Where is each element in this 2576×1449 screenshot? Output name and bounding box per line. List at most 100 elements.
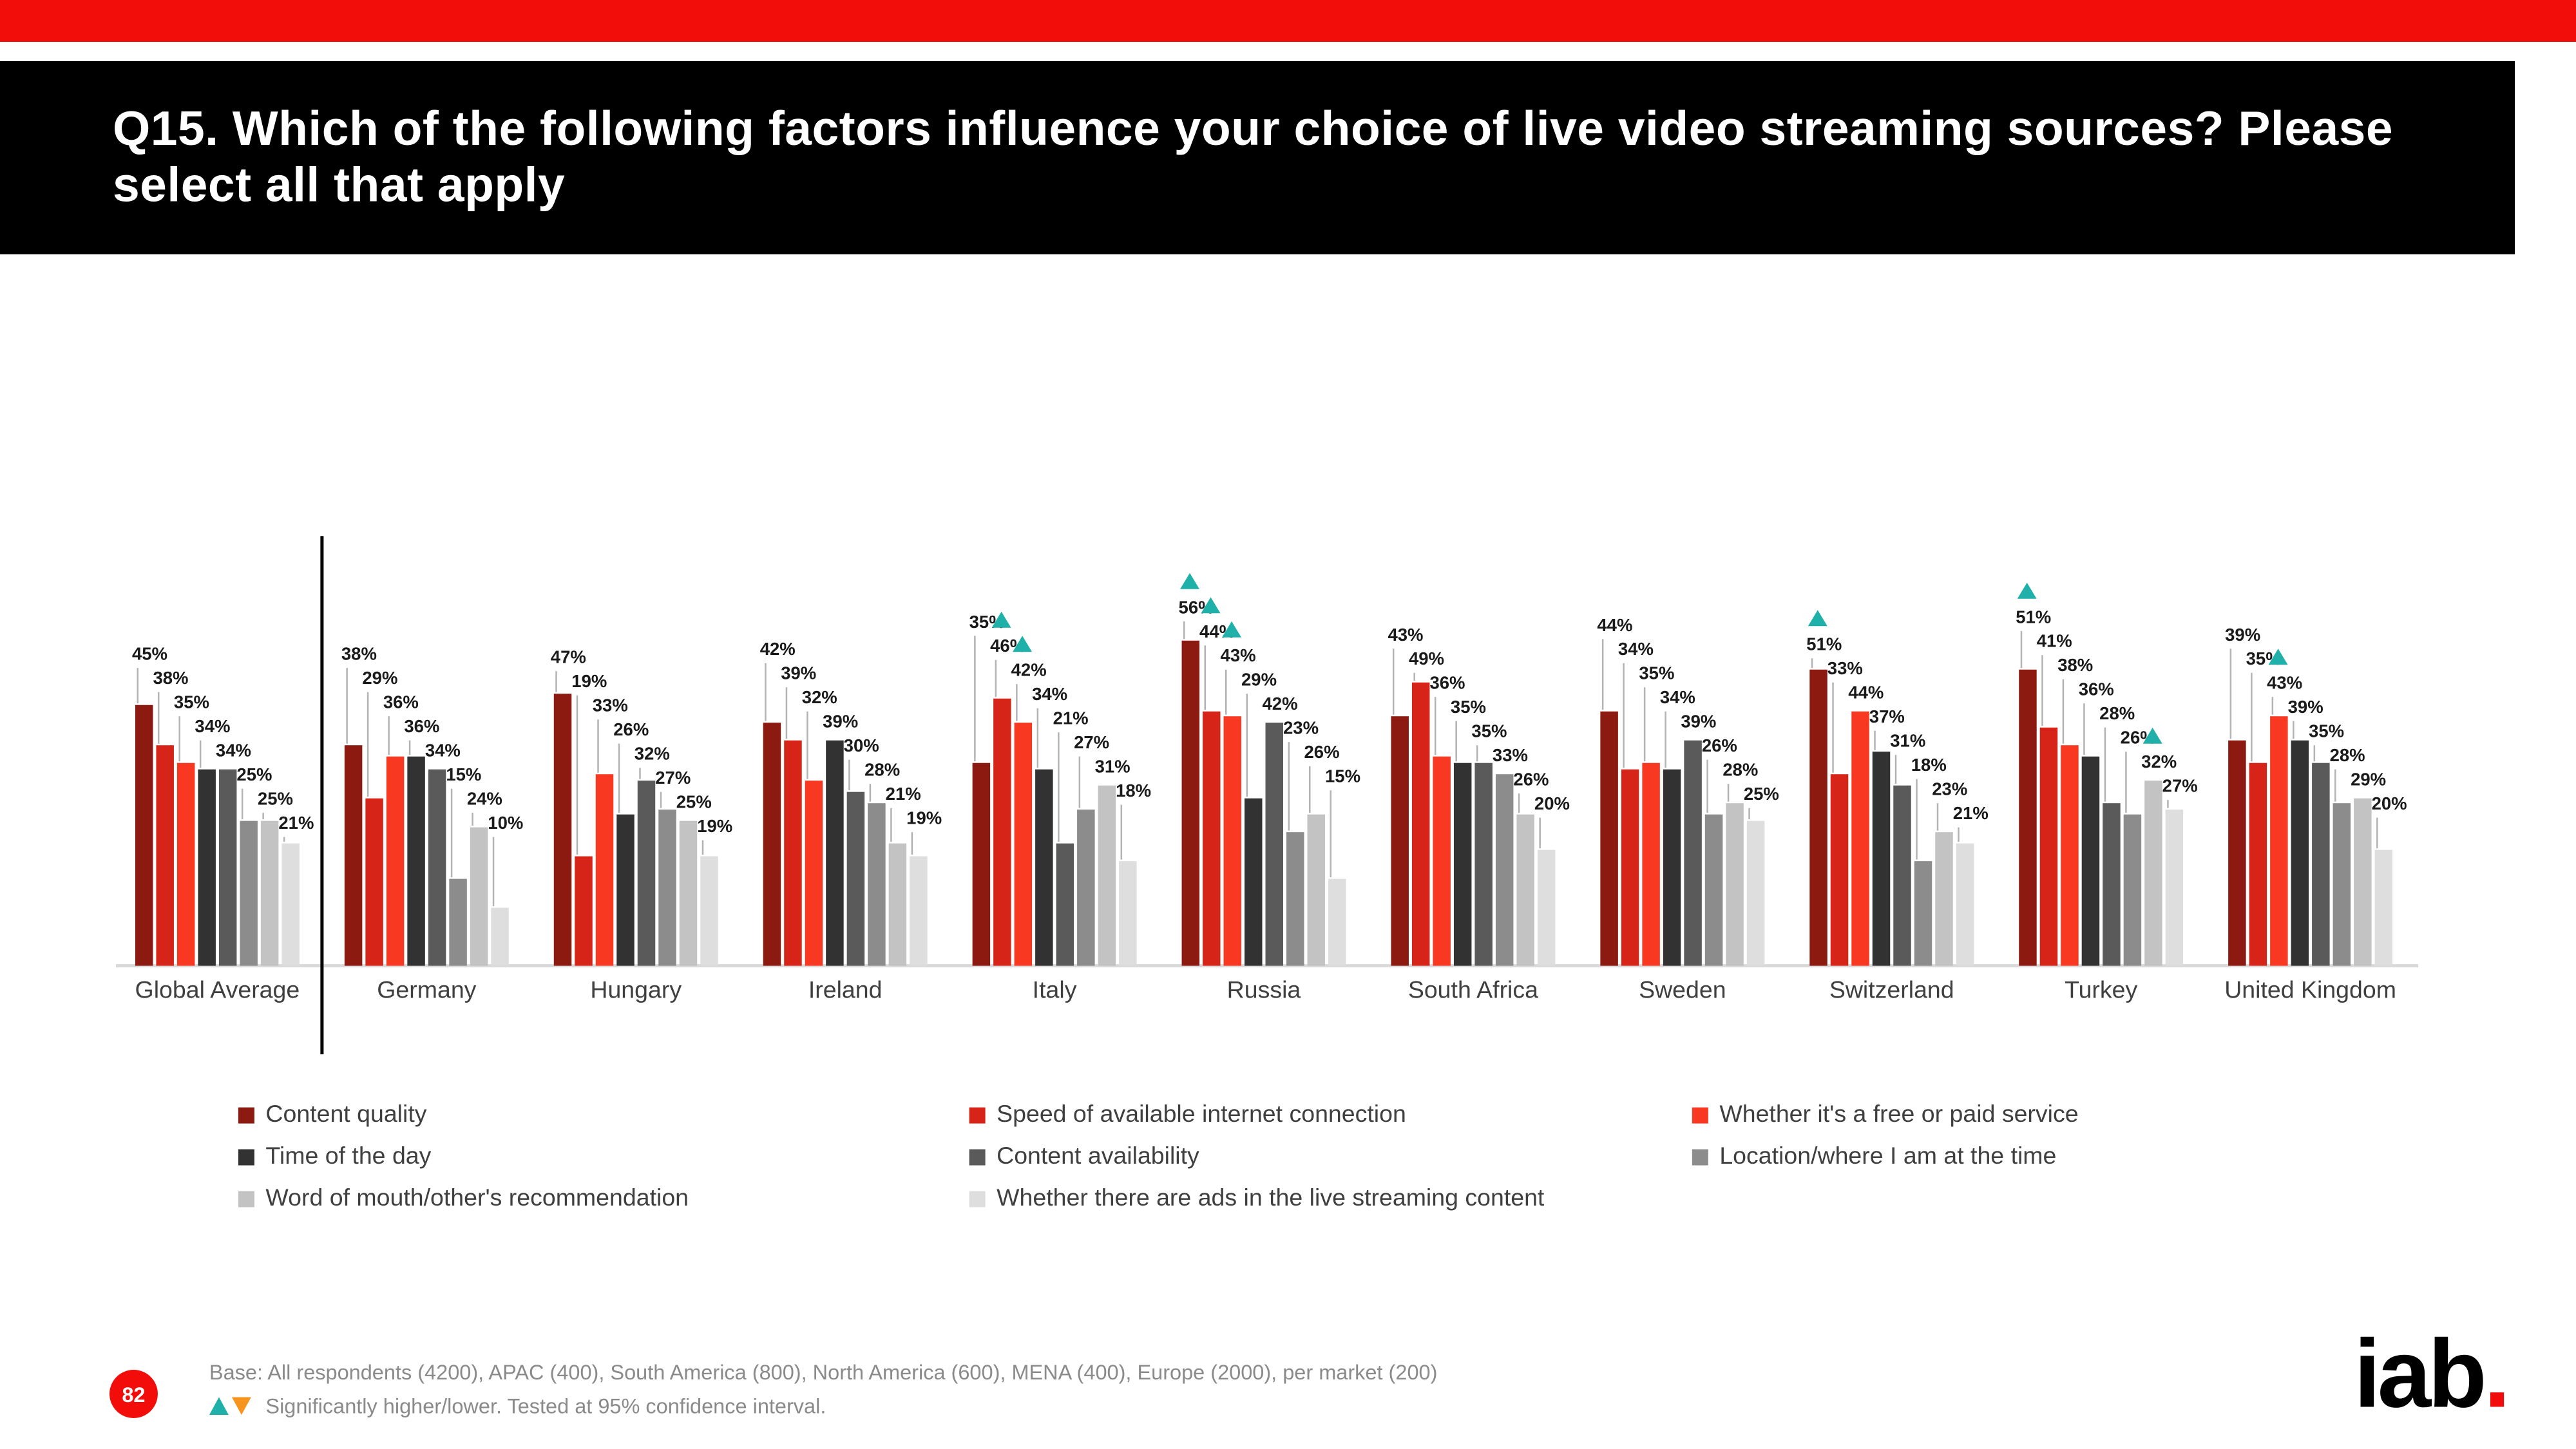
leader-line <box>283 836 285 843</box>
legend-swatch <box>238 1106 254 1123</box>
bar <box>700 855 718 966</box>
header: Q15. Which of the following factors infl… <box>0 61 2515 254</box>
value-label: 29% <box>362 668 398 688</box>
value-label: 41% <box>2036 632 2072 652</box>
leader-line <box>2020 630 2023 669</box>
bar <box>2081 757 2100 966</box>
bar <box>868 803 886 966</box>
bar <box>156 745 174 966</box>
bar <box>177 762 195 966</box>
value-label: 32% <box>2141 753 2177 773</box>
bar <box>344 745 363 966</box>
leader-line <box>2104 727 2106 802</box>
value-label: 51% <box>2016 608 2052 628</box>
category-label: Russia <box>1226 977 1301 1005</box>
leader-line <box>576 695 578 855</box>
value-label: 21% <box>278 813 314 833</box>
leader-line <box>995 660 997 698</box>
value-label: 19% <box>906 809 942 829</box>
bar <box>553 693 572 966</box>
leader-line <box>1058 733 1060 843</box>
category-label: United Kingdom <box>2224 977 2396 1005</box>
category-label: South Africa <box>1407 977 1538 1005</box>
value-label: 36% <box>383 693 419 713</box>
value-label: 25% <box>257 790 293 810</box>
bar <box>1663 768 1681 966</box>
leader-line <box>2083 703 2085 756</box>
leader-line <box>1036 708 1039 768</box>
value-label: 47% <box>550 649 586 668</box>
bar <box>1537 849 1556 966</box>
leader-line <box>1183 621 1185 640</box>
bar <box>1746 820 1765 966</box>
legend-label: Content availability <box>997 1142 1199 1171</box>
bar <box>1935 832 1953 966</box>
leader-line <box>2062 679 2065 744</box>
bar <box>2144 780 2162 966</box>
leader-line <box>890 807 892 843</box>
value-label: 35% <box>1471 723 1507 743</box>
leader-line <box>1455 721 1457 762</box>
leader-line <box>1832 681 1834 773</box>
value-label: 29% <box>2351 770 2387 790</box>
leader-line <box>1936 802 1939 831</box>
legend-label: Location/where I am at the time <box>1719 1142 2057 1171</box>
leader-line <box>2167 799 2169 808</box>
leader-line <box>911 831 913 855</box>
bar <box>1914 861 1932 966</box>
bar <box>2123 815 2142 966</box>
value-label: 49% <box>1408 650 1445 670</box>
leader-line <box>639 768 641 779</box>
leader-line <box>1727 783 1730 802</box>
bar <box>2354 797 2372 966</box>
bar <box>2019 670 2037 966</box>
bar <box>1077 809 1095 966</box>
bar <box>1726 803 1744 966</box>
leader-line <box>806 710 808 779</box>
bar <box>1956 844 1974 966</box>
iab-logo-text: iab <box>2354 1320 2487 1428</box>
bar <box>888 844 907 966</box>
leader-line <box>1748 807 1750 820</box>
leader-line <box>660 791 662 808</box>
bar <box>1014 722 1033 966</box>
bar <box>2228 739 2246 966</box>
value-label: 26% <box>1701 736 1737 756</box>
legend-swatch <box>969 1106 986 1123</box>
leader-line <box>2041 654 2043 727</box>
bar <box>218 768 237 966</box>
value-label: 36% <box>404 717 440 737</box>
value-label: 43% <box>1388 626 1424 646</box>
sig-higher-icon <box>2017 582 2037 599</box>
legend-label: Time of the day <box>265 1142 432 1171</box>
category-label: Germany <box>377 977 477 1005</box>
bar <box>2249 762 2267 966</box>
legend-swatch <box>1692 1148 1708 1165</box>
value-label: 18% <box>1116 782 1152 802</box>
bar <box>1621 768 1639 966</box>
leader-line <box>597 719 599 773</box>
bar <box>1181 641 1200 966</box>
leader-line <box>1643 687 1646 762</box>
value-label: 15% <box>446 765 482 785</box>
value-label: 23% <box>1283 719 1319 739</box>
leader-line <box>1894 754 1897 785</box>
bar <box>1872 751 1891 966</box>
leader-line <box>346 667 348 744</box>
leader-line <box>1016 685 1018 721</box>
value-label: 39% <box>2287 697 2323 717</box>
leader-line <box>137 667 138 704</box>
value-label: 19% <box>571 672 607 692</box>
bar <box>260 820 279 966</box>
legend-item: Time of the day <box>238 1143 431 1170</box>
bar <box>972 762 991 966</box>
bar <box>1474 762 1493 966</box>
value-label: 23% <box>1932 780 1968 800</box>
bar <box>763 722 781 966</box>
value-label: 45% <box>131 645 168 665</box>
leader-line <box>2229 648 2232 739</box>
leader-line <box>472 812 473 826</box>
leader-line <box>262 812 264 820</box>
bar <box>805 780 823 966</box>
sig-lower-legend-icon <box>231 1397 251 1415</box>
